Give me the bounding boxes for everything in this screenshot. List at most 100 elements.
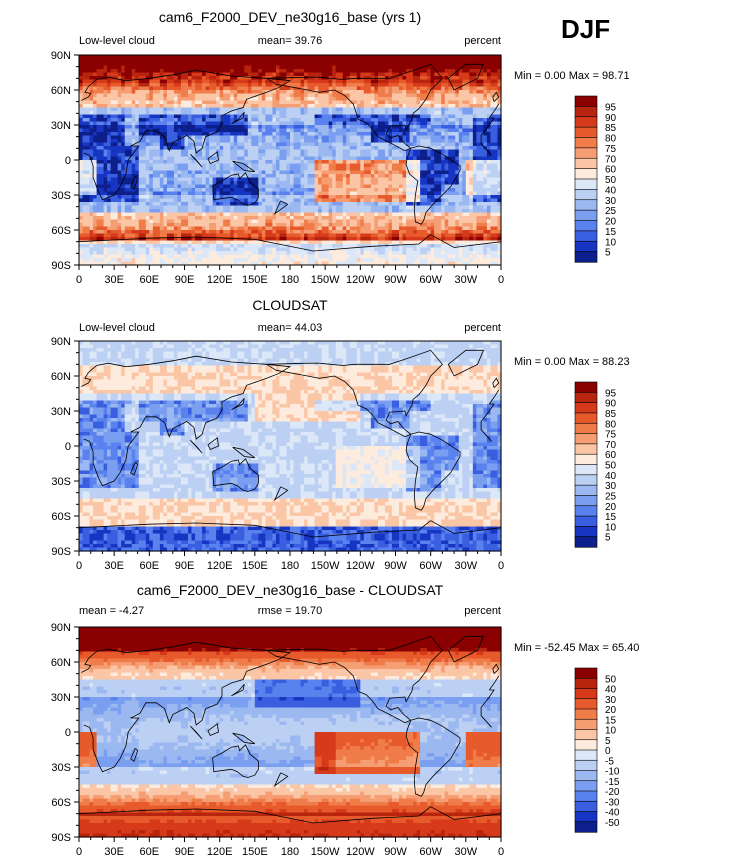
lon-tick-label: 150E: [242, 274, 268, 286]
legend-swatch: [574, 800, 598, 813]
legend-level-label: 95: [605, 388, 617, 399]
lon-tick-label: 60E: [140, 846, 160, 858]
legend-swatch: [574, 126, 598, 139]
legend-level-label: 0: [605, 746, 611, 757]
legend-swatch: [574, 392, 598, 404]
lon-tick-label: 120E: [207, 560, 233, 572]
lon-tick-label: 30W: [455, 846, 478, 858]
lon-tick-label: 120E: [207, 274, 233, 286]
legend-swatch: [574, 708, 598, 720]
legend-swatch: [574, 137, 598, 149]
season-label: DJF: [561, 14, 610, 45]
lat-tick-label: 0: [65, 727, 71, 739]
legend-swatch: [574, 453, 598, 466]
lon-tick-label: 0: [498, 846, 504, 858]
lon-tick-label: 90E: [175, 560, 195, 572]
legend-swatch: [574, 443, 598, 455]
lon-tick-label: 150E: [242, 560, 268, 572]
center-label: rmse = 19.70: [258, 605, 323, 617]
legend-level-label: 50: [605, 674, 617, 685]
left-label: Low-level cloud: [79, 35, 155, 47]
legend-level-label: 40: [605, 685, 617, 696]
legend-level-label: -15: [605, 777, 620, 788]
coastlines: [78, 635, 502, 824]
lat-tick-label: 90S: [51, 546, 71, 558]
legend-swatch: [574, 199, 598, 211]
legend-swatch: [574, 433, 598, 445]
legend-level-label: 20: [605, 217, 617, 228]
legend-swatch: [574, 381, 598, 393]
panel-title: CLOUDSAT: [252, 297, 328, 313]
legend-swatch: [574, 677, 598, 690]
lon-tick-label: 120W: [346, 274, 375, 286]
legend-level-label: 75: [605, 144, 617, 155]
legend-level-label: 25: [605, 206, 617, 217]
panel-2: CLOUDSAT Low-level cloud mean= 44.03 percen…: [51, 297, 630, 572]
lon-tick-label: 0: [76, 846, 82, 858]
legend-swatch: [574, 230, 598, 242]
legend-level-label: 30: [605, 196, 617, 207]
lon-tick-label: 60E: [140, 560, 160, 572]
lat-tick-label: 0: [65, 441, 71, 453]
legend-swatch: [574, 526, 598, 538]
legend-swatch: [574, 536, 598, 548]
legend-level-label: 15: [605, 512, 617, 523]
lat-tick-label: 90S: [51, 260, 71, 272]
lat-tick-label: 0: [65, 155, 71, 167]
lat-tick-label: 90N: [51, 50, 71, 62]
coastlines: [78, 349, 502, 538]
lon-tick-label: 30E: [104, 274, 124, 286]
legend-level-label: 5: [605, 533, 611, 544]
lon-tick-label: 150W: [311, 274, 340, 286]
legend-swatch: [574, 422, 598, 435]
legend-swatch: [574, 220, 598, 232]
lon-tick-label: 180: [281, 846, 299, 858]
left-label: Low-level cloud: [79, 322, 155, 334]
legend-swatch: [574, 821, 598, 833]
legend-level-label: 50: [605, 461, 617, 472]
lon-tick-label: 180: [281, 274, 299, 286]
lon-tick-label: 90W: [384, 274, 407, 286]
legend-swatch: [574, 749, 598, 761]
legend-level-label: 60: [605, 450, 617, 461]
legend-level-label: -20: [605, 787, 620, 798]
legend-swatch: [574, 157, 598, 170]
legend-level-label: 40: [605, 185, 617, 196]
lon-tick-label: 0: [76, 274, 82, 286]
left-label: mean = -4.27: [79, 605, 144, 617]
legend-swatch: [574, 412, 598, 424]
lon-tick-label: 120W: [346, 846, 375, 858]
legend-level-label: 80: [605, 419, 617, 430]
lon-tick-label: 90E: [175, 274, 195, 286]
legend-swatch: [574, 515, 598, 527]
coastlines: [78, 63, 502, 252]
lat-tick-label: 30N: [51, 406, 71, 418]
lat-tick-label: 60S: [51, 511, 71, 523]
lat-tick-label: 30S: [51, 190, 71, 202]
lon-tick-label: 150W: [311, 846, 340, 858]
legend-level-label: 90: [605, 113, 617, 124]
legend-level-label: 95: [605, 102, 617, 113]
legend-level-label: 25: [605, 491, 617, 502]
legend-level-label: -30: [605, 797, 620, 808]
legend-swatch: [574, 739, 598, 751]
lat-tick-label: 60N: [51, 371, 71, 383]
legend-swatch: [574, 402, 598, 414]
lon-tick-label: 150E: [242, 846, 268, 858]
center-label: mean= 39.76: [258, 35, 323, 47]
legend-swatch: [574, 106, 598, 118]
legend-swatch: [574, 116, 598, 128]
lon-tick-label: 30W: [455, 560, 478, 572]
panel-1: cam6_F2000_DEV_ne30g16_base (yrs 1) Low-l…: [51, 9, 630, 286]
lat-tick-label: 60S: [51, 797, 71, 809]
legend-swatch: [574, 495, 598, 507]
lon-tick-label: 90W: [384, 846, 407, 858]
units-label: percent: [464, 322, 501, 334]
legend-level-label: 85: [605, 409, 617, 420]
lat-tick-label: 30S: [51, 762, 71, 774]
legend-level-label: 15: [605, 227, 617, 238]
lon-tick-label: 120E: [207, 846, 233, 858]
